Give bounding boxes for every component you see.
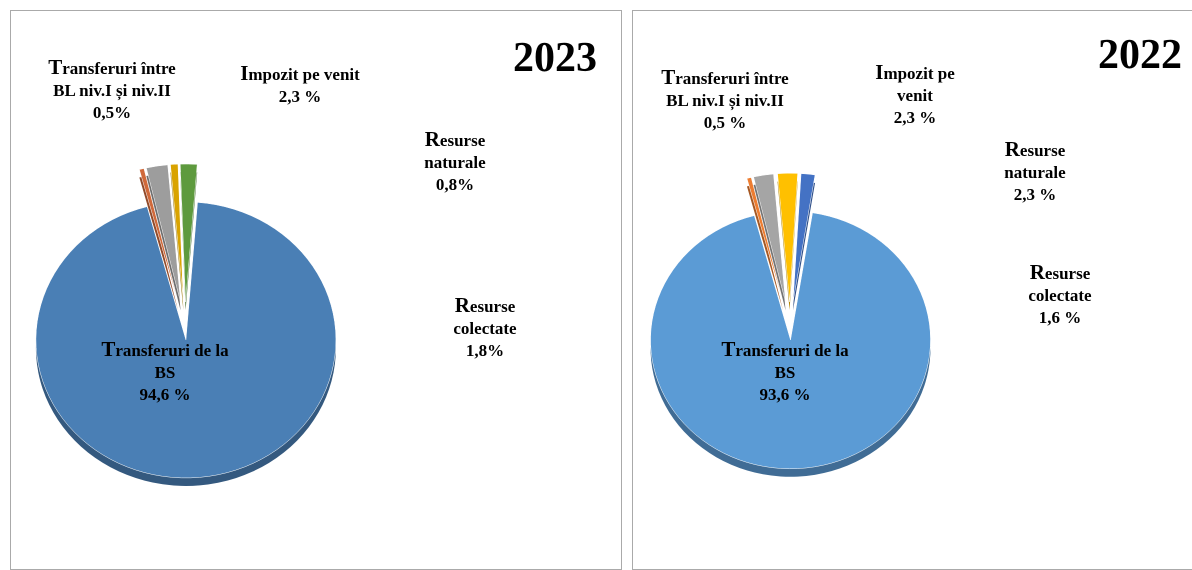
slice [753, 173, 786, 303]
slice [35, 202, 337, 479]
category-label: Transferuri de la BS [101, 337, 229, 382]
value-label: 2,3 % [893, 108, 937, 127]
value-label: 1,6 % [1038, 308, 1082, 327]
slice-side [746, 185, 784, 311]
category-label: Impozit pe venit [240, 61, 360, 85]
slice [170, 163, 184, 303]
data-label: Resurse naturale 0,8% [400, 128, 510, 196]
slice [792, 173, 816, 303]
pie [35, 163, 337, 486]
slice-side [170, 172, 184, 311]
data-label: Resurse naturale 2,3 % [985, 138, 1085, 206]
slice [746, 177, 784, 303]
category-label: Resurse colectate [1028, 260, 1092, 305]
data-label: Resurse colectate 1,6 % [1010, 261, 1110, 329]
data-label: Impozit pe venit 2,3 % [235, 62, 365, 108]
value-label: 1,8% [465, 341, 505, 360]
category-label: Transferuri între BL niv.I și niv.II [48, 55, 176, 100]
value-label: 94,6 % [139, 385, 191, 404]
pie [650, 172, 931, 477]
slice-side [753, 182, 786, 311]
data-label: Transferuri de la BS 94,6 % [90, 338, 240, 406]
category-label: Resurse naturale [424, 127, 486, 172]
category-label: Resurse naturale [1004, 137, 1066, 182]
slice [650, 212, 931, 470]
data-label: Transferuri între BL niv.I și niv.II 0,5% [37, 56, 187, 124]
value-label: 0,8% [435, 175, 475, 194]
chart-title: 2023 [513, 35, 597, 81]
category-label: Transferuri între BL niv.I și niv.II [661, 65, 789, 110]
value-label: 0,5 % [703, 113, 747, 132]
slice [777, 172, 798, 303]
slice [139, 168, 179, 303]
data-label: Transferuri între BL niv.I și niv.II 0,5 … [660, 66, 790, 134]
value-label: 0,5% [92, 103, 132, 122]
charts [35, 163, 931, 486]
slice [179, 163, 198, 303]
data-label: Transferuri de la BS 93,6 % [710, 338, 860, 406]
value-label: 93,6 % [759, 385, 811, 404]
data-label: Resurse colectate 1,8% [430, 294, 540, 362]
value-label: 2,3 % [278, 87, 322, 106]
slice-side [146, 172, 181, 311]
category-label: Impozit pe venit [875, 60, 955, 105]
slice-side [139, 176, 179, 311]
page: (() => { const data = JSON.parse(documen… [10, 10, 1192, 570]
slice-side [793, 181, 816, 311]
category-label: Resurse colectate [453, 293, 517, 338]
slice [146, 164, 181, 303]
data-label: Impozit pe venit 2,3 % [865, 61, 965, 129]
value-label: 2,3 % [1013, 185, 1057, 204]
category-label: Transferuri de la BS [721, 337, 849, 382]
chart-title: 2022 [1098, 32, 1182, 78]
